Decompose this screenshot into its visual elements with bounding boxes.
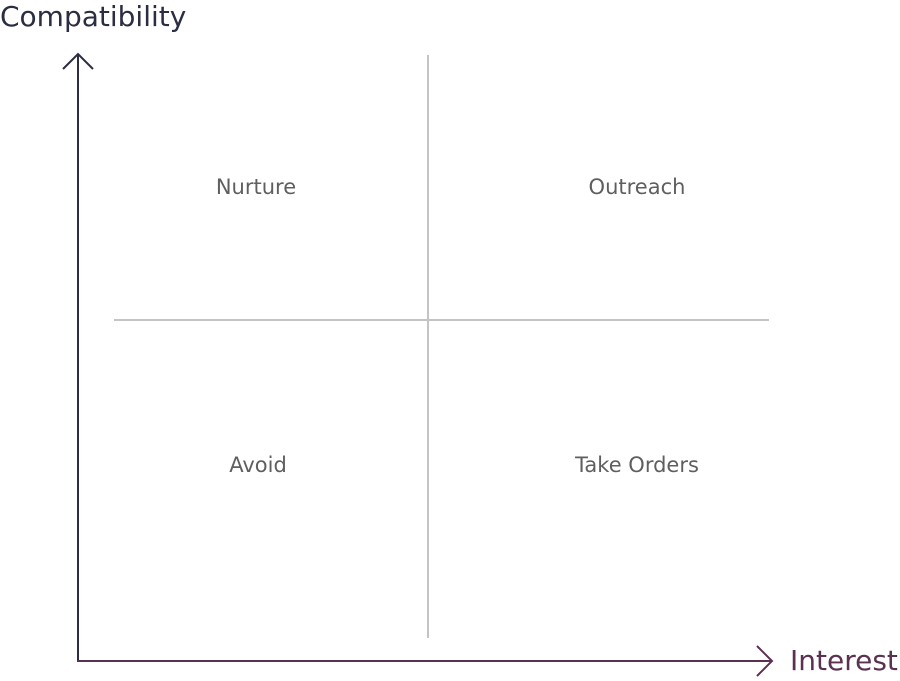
x-axis (77, 645, 774, 677)
y-axis-label: Compatibility (0, 0, 186, 33)
quadrant-label: Outreach (589, 175, 686, 199)
y-axis (62, 52, 94, 661)
x-axis-label: Interest (790, 644, 898, 677)
quadrant-label: Nurture (216, 175, 296, 199)
quadrant-label: Avoid (229, 453, 287, 477)
quadrant-label: Take Orders (574, 453, 699, 477)
